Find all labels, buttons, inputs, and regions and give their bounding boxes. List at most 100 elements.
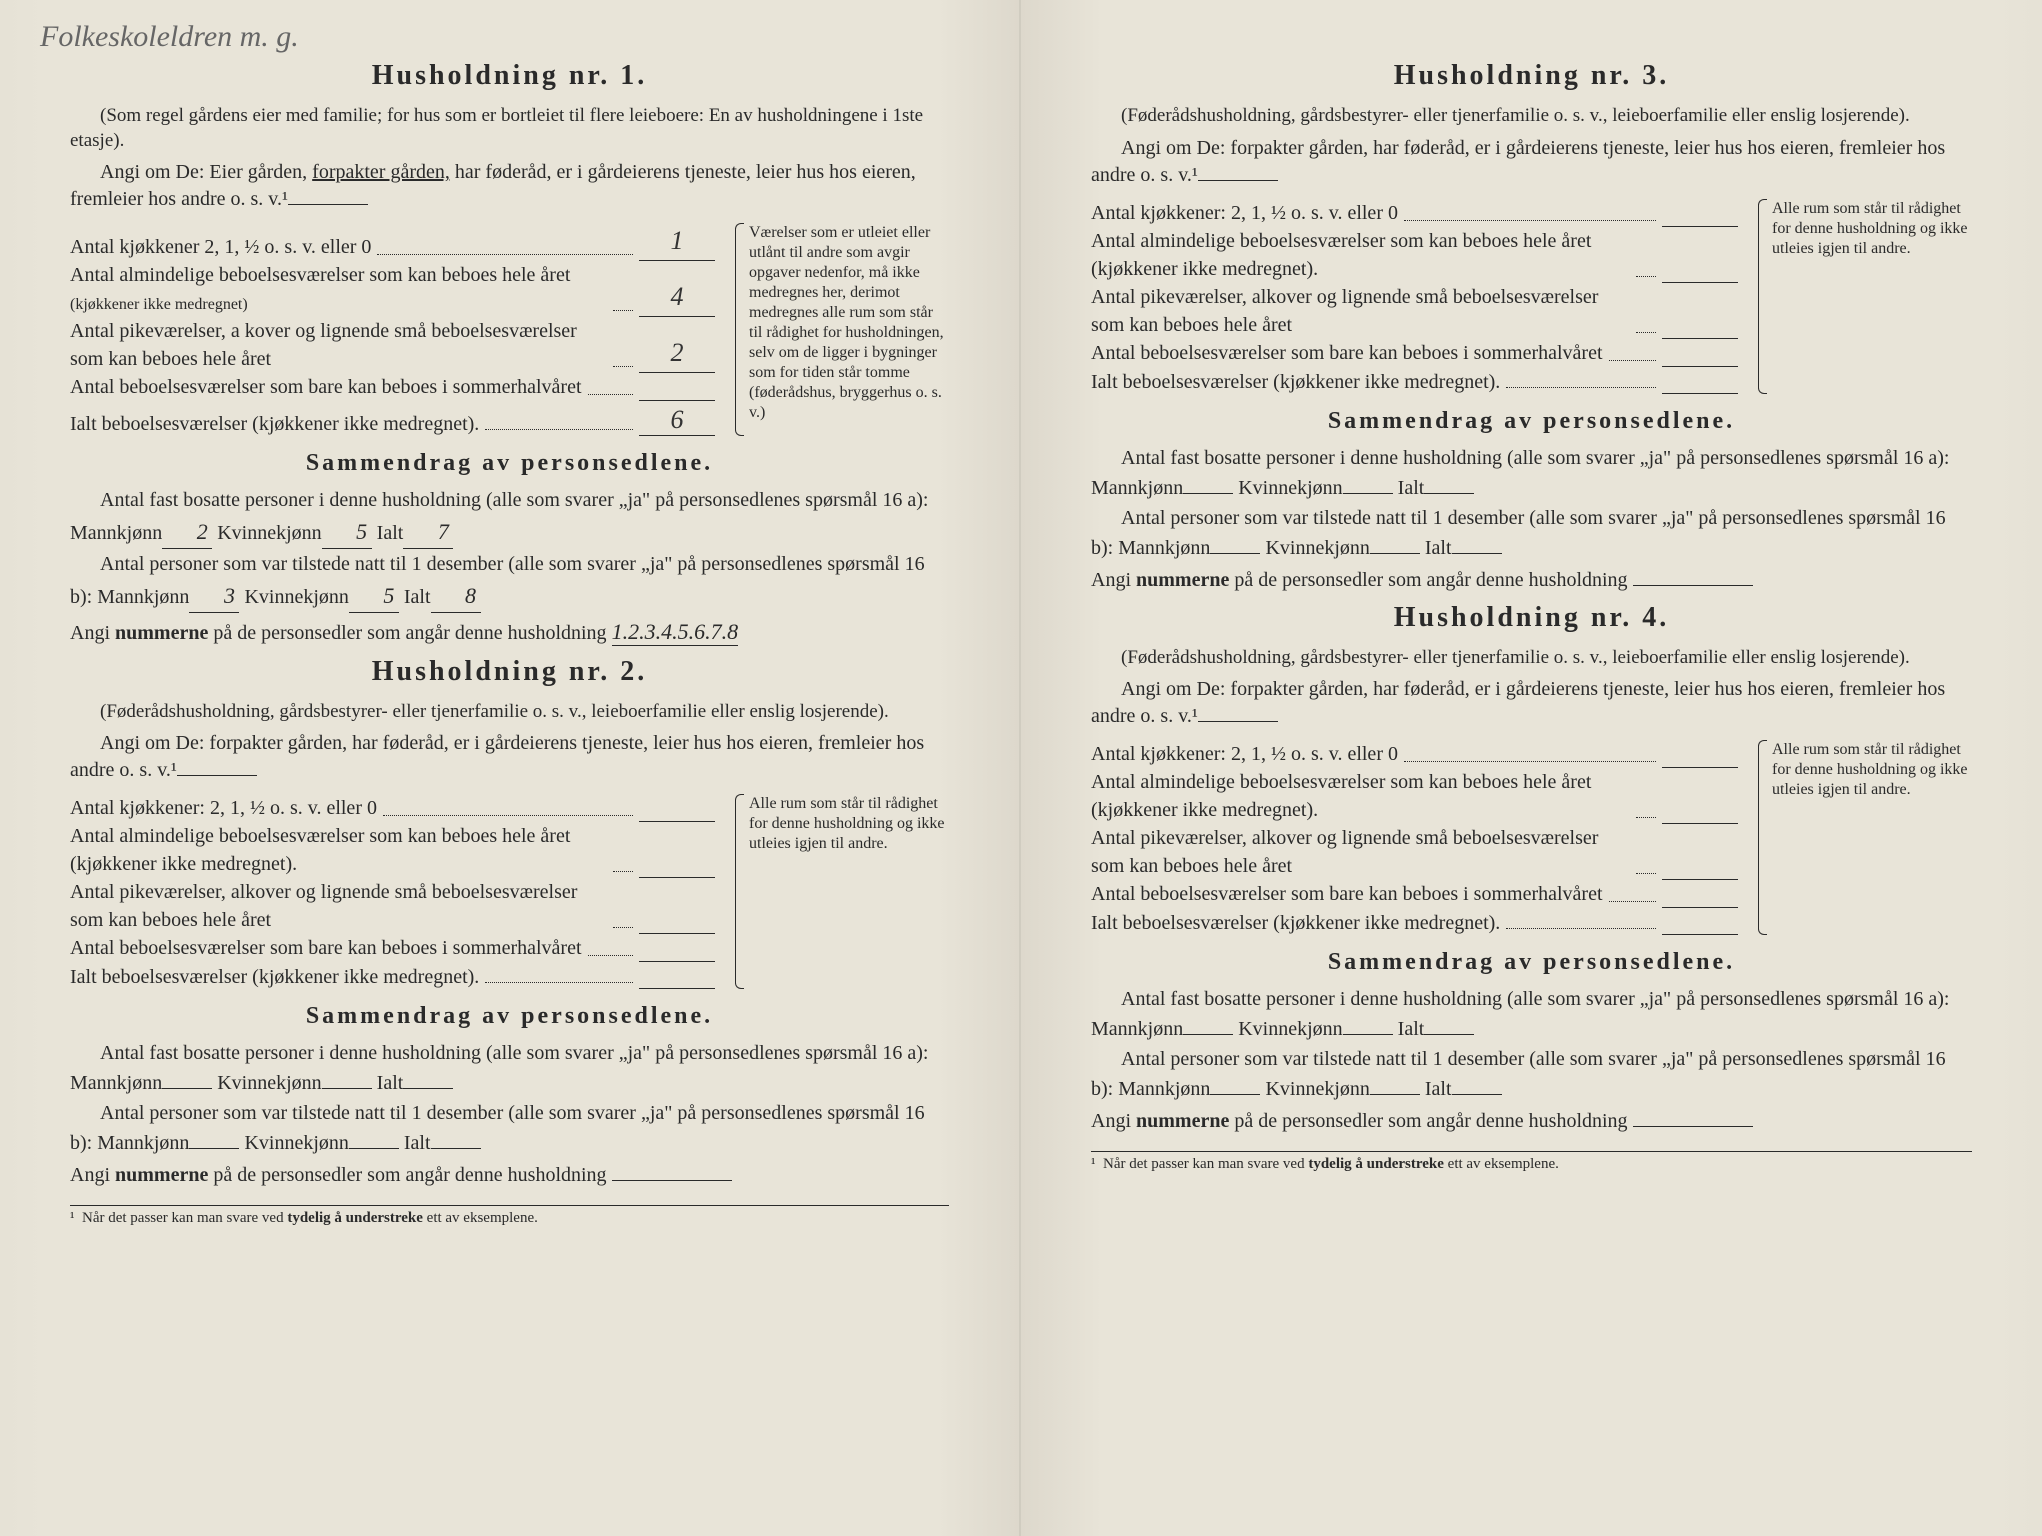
total-rooms-line: Ialt beboelsesværelser (kjøkkener ikke m… bbox=[70, 966, 715, 989]
relation-instruction: Angi om De: forpakter gården, har føderå… bbox=[1091, 135, 1972, 189]
resident-male-value[interactable]: 2 bbox=[162, 515, 212, 549]
present-female-value[interactable]: 5 bbox=[349, 579, 399, 613]
right-page: Husholdning nr. 3. (Føderådshusholdning,… bbox=[1021, 0, 2042, 1536]
summer-rooms-label: Antal beboelsesværelser som bare kan beb… bbox=[1091, 880, 1603, 908]
kitchens-label: Antal kjøkkener 2, 1, ½ o. s. v. eller 0 bbox=[70, 233, 371, 261]
total-rooms-value[interactable] bbox=[1662, 934, 1738, 935]
kitchens-value[interactable] bbox=[639, 821, 715, 822]
rooms-all-year-value[interactable] bbox=[639, 877, 715, 878]
present-female-value[interactable] bbox=[349, 1148, 399, 1149]
rooms-questions: Antal kjøkkener 2, 1, ½ o. s. v. eller 0… bbox=[70, 223, 715, 435]
alcoves-value[interactable]: 2 bbox=[639, 335, 715, 372]
kitchens-line: Antal kjøkkener 2, 1, ½ o. s. v. eller 0… bbox=[70, 223, 715, 260]
alcoves-line: Antal pikeværelser, a kover og lignende … bbox=[70, 317, 715, 373]
alcoves-label: Antal pikeværelser, alkover og lignende … bbox=[1091, 283, 1630, 339]
present-total-value[interactable] bbox=[1452, 1094, 1502, 1095]
rooms-all-year-value[interactable] bbox=[1662, 282, 1738, 283]
total-rooms-value[interactable] bbox=[1662, 393, 1738, 394]
resident-female-value[interactable] bbox=[1343, 493, 1393, 494]
summary-title: Sammendrag av personsedlene. bbox=[1091, 949, 1972, 976]
resident-female-value[interactable] bbox=[322, 1088, 372, 1089]
summary-title: Sammendrag av personsedlene. bbox=[70, 450, 949, 477]
resident-male-value[interactable] bbox=[1183, 1034, 1233, 1035]
present-male-value[interactable] bbox=[189, 1148, 239, 1149]
bracket-icon bbox=[735, 223, 744, 435]
kitchens-label: Antal kjøkkener: 2, 1, ½ o. s. v. eller … bbox=[70, 794, 377, 822]
bracket-icon bbox=[1758, 199, 1767, 394]
alcoves-line: Antal pikeværelser, alkover og lignende … bbox=[70, 878, 715, 934]
present-male-value[interactable]: 3 bbox=[189, 579, 239, 613]
household-subtitle: (Som regel gårdens eier med familie; for… bbox=[70, 104, 949, 153]
alcoves-label: Antal pikeværelser, a kover og lignende … bbox=[70, 317, 607, 373]
summer-rooms-label: Antal beboelsesværelser som bare kan beb… bbox=[70, 373, 582, 401]
resident-total-value[interactable] bbox=[1424, 1034, 1474, 1035]
household-3: Husholdning nr. 3. (Føderådshusholdning,… bbox=[1091, 60, 1972, 592]
alcoves-value[interactable] bbox=[1662, 879, 1738, 880]
summer-rooms-value[interactable] bbox=[1662, 366, 1738, 367]
total-rooms-value[interactable]: 6 bbox=[639, 405, 715, 436]
present-female-value[interactable] bbox=[1370, 553, 1420, 554]
household-4: Husholdning nr. 4. (Føderådshusholdning,… bbox=[1091, 602, 1972, 1134]
summer-rooms-line: Antal beboelsesværelser som bare kan beb… bbox=[1091, 880, 1738, 908]
person-numbers-line: Angi nummerne på de personsedler som ang… bbox=[70, 1164, 949, 1187]
person-numbers-line: Angi nummerne på de personsedler som ang… bbox=[70, 619, 949, 646]
summer-rooms-line: Antal beboelsesværelser som bare kan beb… bbox=[70, 373, 715, 401]
present-line: Antal personer som var tilstede natt til… bbox=[70, 549, 949, 613]
household-2: Husholdning nr. 2. (Føderådshusholdning,… bbox=[70, 656, 949, 1188]
kitchens-value[interactable] bbox=[1662, 226, 1738, 227]
person-numbers-value[interactable] bbox=[1633, 1126, 1753, 1127]
present-male-value[interactable] bbox=[1210, 553, 1260, 554]
rooms-sidenote: Alle rum som står til rådighet for denne… bbox=[735, 794, 949, 989]
person-numbers-line: Angi nummerne på de personsedler som ang… bbox=[1091, 1110, 1972, 1133]
resident-male-value[interactable] bbox=[162, 1088, 212, 1089]
resident-total-value[interactable] bbox=[403, 1088, 453, 1089]
household-subtitle: (Føderådshusholdning, gårdsbestyrer- ell… bbox=[70, 700, 949, 725]
residents-line: Antal fast bosatte personer i denne hush… bbox=[70, 485, 949, 549]
total-rooms-line: Ialt beboelsesværelser (kjøkkener ikke m… bbox=[1091, 912, 1738, 935]
present-female-value[interactable] bbox=[1370, 1094, 1420, 1095]
rooms-all-year-value[interactable] bbox=[1662, 823, 1738, 824]
residents-line: Antal fast bosatte personer i denne hush… bbox=[70, 1038, 949, 1098]
household-title: Husholdning nr. 2. bbox=[70, 656, 949, 688]
total-rooms-line: Ialt beboelsesværelser (kjøkkener ikke m… bbox=[70, 405, 715, 436]
rooms-all-year-line: Antal almindelige beboelsesværelser som … bbox=[1091, 227, 1738, 283]
household-subtitle: (Føderådshusholdning, gårdsbestyrer- ell… bbox=[1091, 646, 1972, 671]
kitchens-value[interactable]: 1 bbox=[639, 223, 715, 260]
total-rooms-value[interactable] bbox=[639, 988, 715, 989]
resident-female-value[interactable]: 5 bbox=[322, 515, 372, 549]
rooms-section: Antal kjøkkener 2, 1, ½ o. s. v. eller 0… bbox=[70, 223, 949, 435]
rooms-all-year-label: Antal almindelige beboelsesværelser som … bbox=[1091, 768, 1630, 824]
summer-rooms-value[interactable] bbox=[1662, 907, 1738, 908]
kitchens-value[interactable] bbox=[1662, 767, 1738, 768]
present-total-value[interactable] bbox=[431, 1148, 481, 1149]
kitchens-label: Antal kjøkkener: 2, 1, ½ o. s. v. eller … bbox=[1091, 199, 1398, 227]
summer-rooms-value[interactable] bbox=[639, 961, 715, 962]
person-numbers-value[interactable]: 1.2.3.4.5.6.7.8 bbox=[612, 619, 739, 646]
present-total-value[interactable] bbox=[1452, 553, 1502, 554]
resident-male-value[interactable] bbox=[1183, 493, 1233, 494]
rooms-sidenote: Alle rum som står til rådighet for denne… bbox=[1758, 199, 1972, 394]
rooms-all-year-value[interactable]: 4 bbox=[639, 279, 715, 316]
rooms-all-year-label: Antal almindelige beboelsesværelser som … bbox=[1091, 227, 1630, 283]
resident-total-value[interactable]: 7 bbox=[403, 515, 453, 549]
kitchens-line: Antal kjøkkener: 2, 1, ½ o. s. v. eller … bbox=[70, 794, 715, 822]
footnote-text: ¹ Når det passer kan man svare ved tydel… bbox=[1091, 1156, 1559, 1172]
resident-total-value[interactable] bbox=[1424, 493, 1474, 494]
present-total-value[interactable]: 8 bbox=[431, 579, 481, 613]
rooms-sidenote: Værelser som er utleiet eller utlånt til… bbox=[735, 223, 949, 435]
present-male-value[interactable] bbox=[1210, 1094, 1260, 1095]
summer-rooms-value[interactable] bbox=[639, 400, 715, 401]
alcoves-value[interactable] bbox=[1662, 338, 1738, 339]
kitchens-label: Antal kjøkkener: 2, 1, ½ o. s. v. eller … bbox=[1091, 740, 1398, 768]
alcoves-value[interactable] bbox=[639, 933, 715, 934]
rooms-all-year-line: Antal almindelige beboelsesværelser som … bbox=[1091, 768, 1738, 824]
footnote-left: ¹ Når det passer kan man svare ved tydel… bbox=[70, 1205, 949, 1227]
present-line: Antal personer som var tilstede natt til… bbox=[70, 1098, 949, 1158]
resident-female-value[interactable] bbox=[1343, 1034, 1393, 1035]
alcoves-label: Antal pikeværelser, alkover og lignende … bbox=[70, 878, 607, 934]
person-numbers-value[interactable] bbox=[612, 1180, 732, 1181]
rooms-all-year-label: Antal almindelige beboelsesværelser som … bbox=[70, 822, 607, 878]
rooms-sidenote: Alle rum som står til rådighet for denne… bbox=[1758, 740, 1972, 935]
person-numbers-value[interactable] bbox=[1633, 585, 1753, 586]
footnote-text: ¹ Når det passer kan man svare ved tydel… bbox=[70, 1210, 538, 1226]
